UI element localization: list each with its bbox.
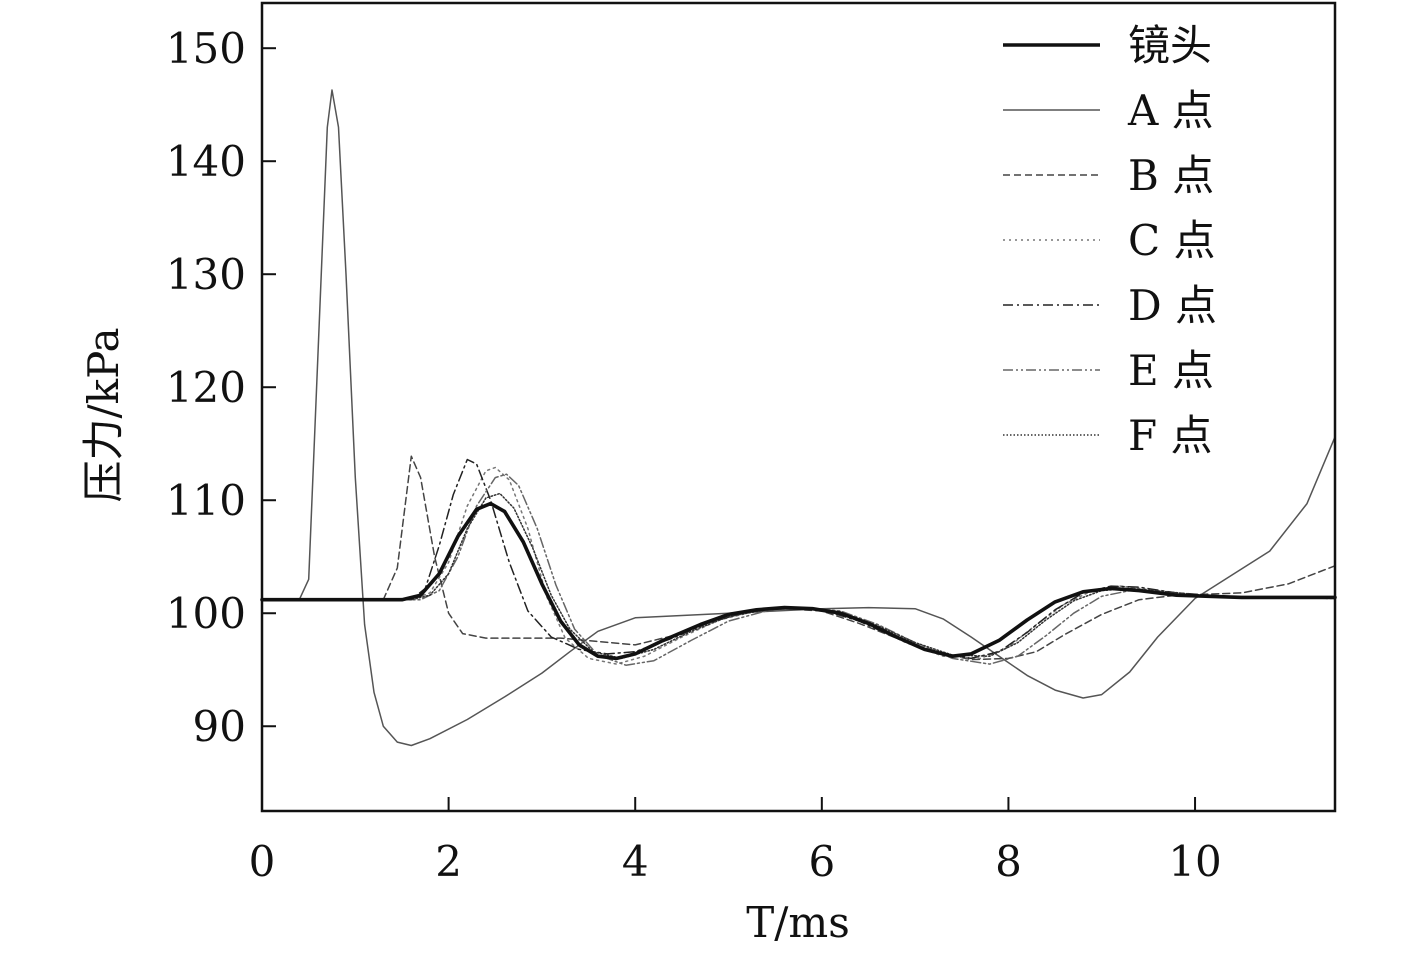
series-layer xyxy=(260,89,1337,747)
x-axis-title: T/ms xyxy=(746,898,850,947)
axis-layer: 0 2 4 6 8 10 90 100 110 120 130 140 150 xyxy=(166,24,1222,886)
series-line-1 xyxy=(261,89,1336,747)
legend-label: C 点 xyxy=(1128,216,1216,265)
x-tick-label: 0 xyxy=(249,837,276,886)
x-tick-label: 6 xyxy=(808,837,835,886)
y-tick-label: 100 xyxy=(166,589,246,638)
legend: 镜头 A 点 B 点 C 点 D 点 E 点 F 点 xyxy=(1003,21,1217,460)
series-line-6 xyxy=(261,492,1336,660)
y-tick-label: 120 xyxy=(166,363,246,412)
legend-label: B 点 xyxy=(1128,151,1214,200)
legend-label: D 点 xyxy=(1128,281,1217,330)
legend-label: A 点 xyxy=(1127,86,1214,135)
y-tick-label: 90 xyxy=(193,702,246,751)
legend-label: F 点 xyxy=(1128,411,1213,460)
plot-frame xyxy=(260,1,1337,813)
y-axis-title: 压力/kPa xyxy=(79,327,128,502)
legend-label: 镜头 xyxy=(1128,21,1212,70)
x-tick-label: 10 xyxy=(1168,837,1221,886)
y-tick-label: 130 xyxy=(166,250,246,299)
y-tick-label: 150 xyxy=(166,24,246,73)
x-tick-label: 2 xyxy=(435,837,462,886)
series-line-3 xyxy=(261,466,1336,665)
y-tick-label: 110 xyxy=(166,476,246,525)
series-line-0 xyxy=(260,501,1337,661)
x-tick-label: 4 xyxy=(622,837,649,886)
series-line-5 xyxy=(261,473,1336,666)
y-tick-label: 140 xyxy=(166,137,246,186)
legend-label: E 点 xyxy=(1128,346,1214,395)
x-tick-label: 8 xyxy=(995,837,1022,886)
